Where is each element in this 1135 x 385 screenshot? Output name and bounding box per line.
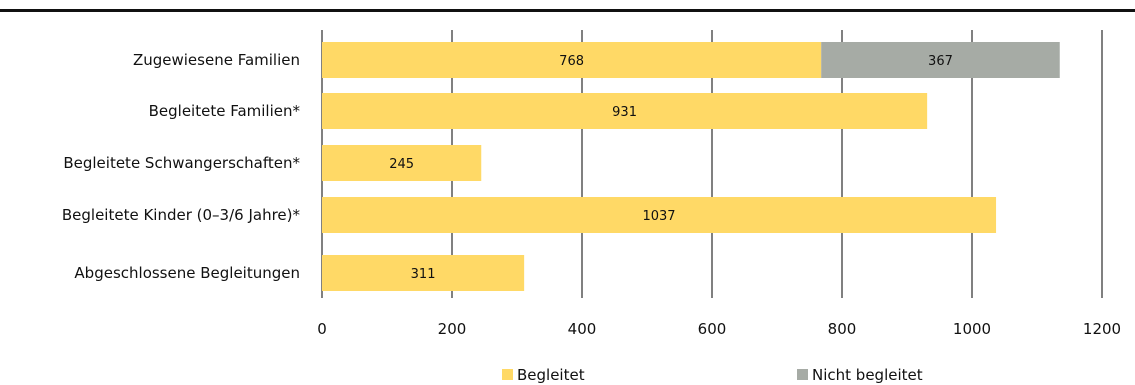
bar-value-label: 367 xyxy=(928,54,953,69)
legend-label: Begleitet xyxy=(517,366,585,384)
category-label: Begleitete Schwangerschaften* xyxy=(63,154,300,172)
bar-segment xyxy=(322,42,822,78)
category-label: Begleitete Familien* xyxy=(149,102,301,120)
bar-segment xyxy=(322,93,928,129)
bar-segment xyxy=(322,145,482,181)
bar-value-label: 311 xyxy=(411,267,436,282)
legend-swatch xyxy=(797,369,808,380)
x-tick-label: 0 xyxy=(317,320,327,338)
x-tick-label: 600 xyxy=(698,320,727,338)
bar-value-label: 768 xyxy=(559,54,584,69)
legend: Begleitet Nicht begleitet xyxy=(502,366,923,384)
bar-value-label: 245 xyxy=(389,157,414,172)
bar-value-label: 931 xyxy=(612,105,637,120)
bar-value-label: 1037 xyxy=(642,209,675,224)
category-label: Zugewiesene Familien xyxy=(133,51,300,69)
legend-label: Nicht begleitet xyxy=(812,366,923,384)
x-tick-label: 1200 xyxy=(1083,320,1121,338)
x-axis-tick-labels: 0 200 400 600 800 1000 1200 xyxy=(317,320,1121,338)
category-labels: Zugewiesene Familien Begleitete Familien*… xyxy=(62,51,301,282)
category-label: Abgeschlossene Begleitungen xyxy=(74,264,300,282)
top-rule xyxy=(0,9,1135,12)
bar-segment xyxy=(322,255,525,291)
x-tick-label: 200 xyxy=(438,320,467,338)
bars: 768 367 931 245 1037 311 xyxy=(322,42,1060,291)
x-tick-label: 1000 xyxy=(953,320,991,338)
x-tick-label: 800 xyxy=(828,320,857,338)
legend-swatch xyxy=(502,369,513,380)
category-label: Begleitete Kinder (0–3/6 Jahre)* xyxy=(62,206,301,224)
bar-segment xyxy=(821,42,1060,78)
bar-segment xyxy=(322,197,997,233)
x-tick-label: 400 xyxy=(568,320,597,338)
